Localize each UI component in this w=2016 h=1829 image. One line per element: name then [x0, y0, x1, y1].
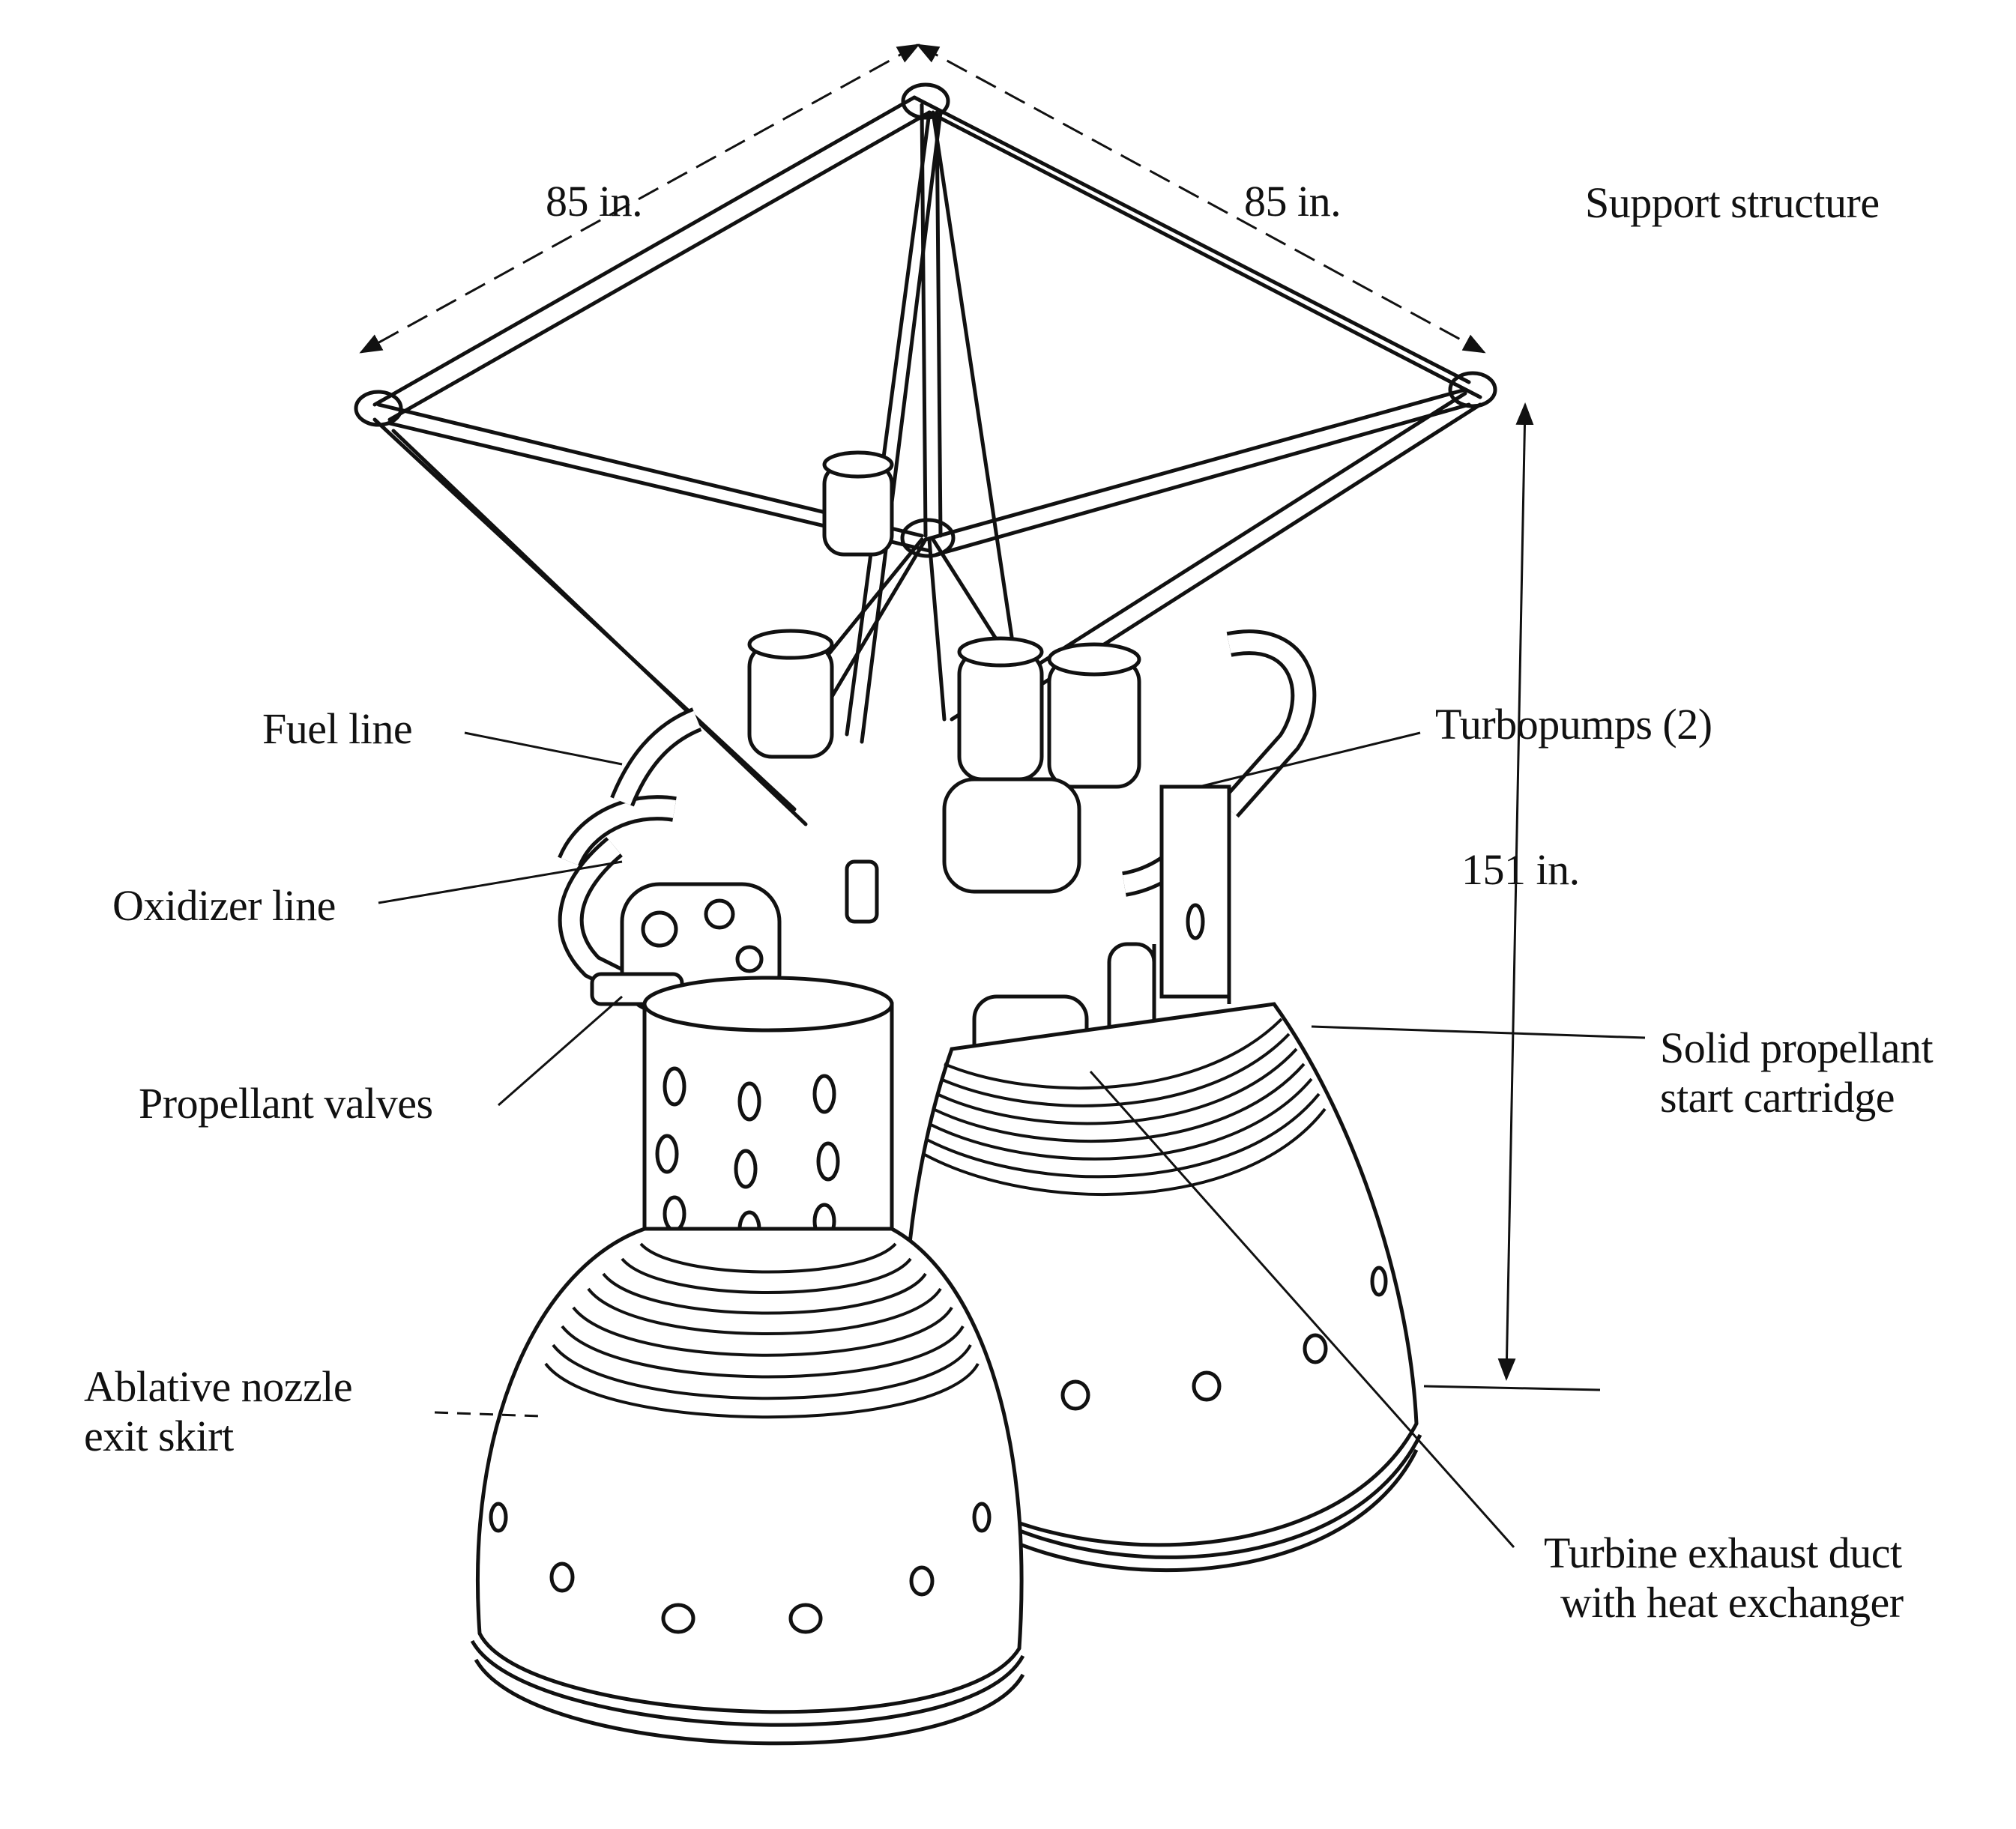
label-turbopumps: Turbopumps (2) — [1435, 700, 1712, 749]
nozzle-left — [470, 976, 1025, 1746]
label-nozzle-skirt: Ablative nozzle exit skirt — [84, 1362, 353, 1461]
label-start-cartridge-line1: Solid propellant — [1660, 1024, 1934, 1072]
leader-lines — [378, 731, 1646, 1548]
label-start-cartridge: Solid propellant start cartridge — [1660, 1024, 1934, 1122]
label-turbine-exhaust: Turbine exhaust duct with heat exchanger — [1544, 1529, 1904, 1627]
label-nozzle-skirt-line2: exit skirt — [84, 1412, 234, 1460]
label-fuel-line: Fuel line — [262, 704, 413, 753]
dimension-width-left: 85 in. — [546, 177, 643, 226]
label-nozzle-skirt-line1: Ablative nozzle — [84, 1362, 353, 1411]
label-support-structure: Support structure — [1585, 178, 1880, 227]
label-propellant-valves: Propellant valves — [139, 1079, 433, 1128]
dimension-lines — [359, 43, 1601, 1391]
dimension-height: 151 in. — [1461, 845, 1580, 894]
label-oxidizer-line: Oxidizer line — [112, 881, 336, 930]
label-turbine-exhaust-line1: Turbine exhaust duct — [1544, 1529, 1902, 1577]
dimension-width-right: 85 in. — [1244, 177, 1342, 226]
label-start-cartridge-line2: start cartridge — [1660, 1073, 1895, 1122]
label-turbine-exhaust-line2: with heat exchanger — [1560, 1578, 1904, 1627]
